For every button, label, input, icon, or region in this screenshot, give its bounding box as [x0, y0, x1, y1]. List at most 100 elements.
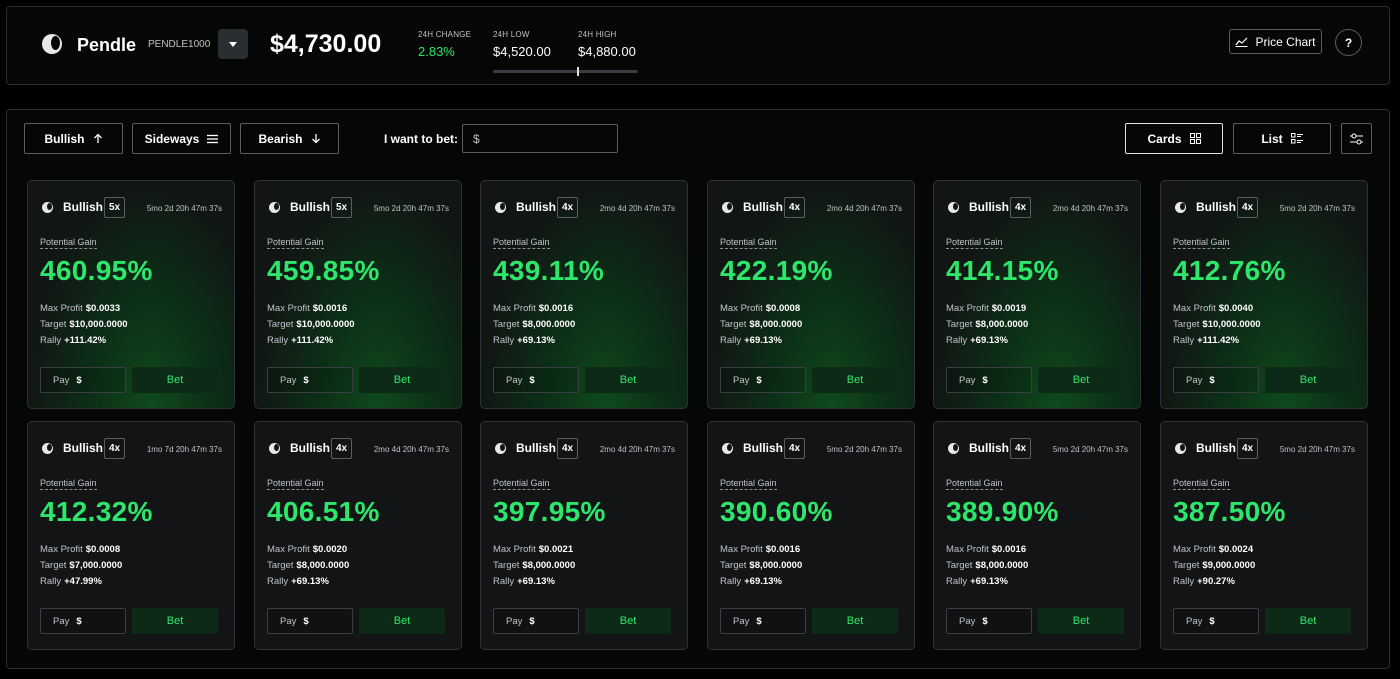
pay-field[interactable]: Pay $: [946, 608, 1035, 634]
pay-input[interactable]: [768, 615, 809, 627]
price-chart-button[interactable]: Price Chart: [1229, 29, 1322, 54]
pay-input[interactable]: [315, 615, 356, 627]
rally-label: Rally: [720, 576, 742, 587]
card-expiry-time: 2mo 4d 20h 47m 37s: [373, 445, 449, 454]
bet-card[interactable]: Bullish 5x 5mo 2d 20h 47m 37s Potential …: [27, 180, 235, 409]
bet-amount-input[interactable]: [483, 131, 604, 146]
pay-input[interactable]: [1221, 615, 1262, 627]
pay-field[interactable]: Pay $: [40, 367, 129, 393]
rally-value: +69.13%: [970, 335, 1008, 346]
card-expiry-time: 5mo 2d 20h 47m 37s: [373, 204, 449, 213]
pay-field[interactable]: Pay $: [1173, 367, 1262, 393]
pendle-logo-icon: [269, 443, 280, 454]
max-profit-label: Max Profit: [493, 303, 536, 314]
potential-gain-value: 412.32%: [40, 496, 153, 527]
help-button[interactable]: ?: [1335, 29, 1362, 56]
bet-button[interactable]: Bet: [1038, 367, 1124, 393]
bet-card[interactable]: Bullish 4x 2mo 4d 20h 47m 37s Potential …: [480, 421, 688, 650]
pay-input[interactable]: [768, 374, 809, 386]
target-label: Target: [720, 560, 747, 571]
pay-field[interactable]: Pay $: [267, 608, 356, 634]
bet-button[interactable]: Bet: [585, 367, 671, 393]
list-view-button[interactable]: List: [1233, 123, 1331, 154]
potential-gain-label: Potential Gain: [1173, 237, 1230, 249]
bearish-filter-label: Bearish: [258, 131, 303, 146]
filter-settings-button[interactable]: [1341, 123, 1372, 154]
pay-input[interactable]: [994, 615, 1035, 627]
token-select-dropdown-button[interactable]: [218, 29, 248, 59]
rally-value: +47.99%: [64, 576, 102, 587]
high-value: $4,880.00: [578, 44, 636, 59]
card-direction: Bullish: [1196, 200, 1237, 214]
bet-card[interactable]: Bullish 4x 2mo 4d 20h 47m 37s Potential …: [707, 180, 915, 409]
bet-button[interactable]: Bet: [1038, 608, 1124, 634]
pay-field[interactable]: Pay $: [267, 367, 356, 393]
pay-input[interactable]: [1221, 374, 1262, 386]
pay-label: Pay: [959, 374, 976, 386]
rally-value: +111.42%: [291, 335, 334, 346]
pay-field[interactable]: Pay $: [720, 608, 809, 634]
card-expiry-time: 5mo 2d 20h 47m 37s: [1279, 445, 1355, 454]
pay-label: Pay: [53, 615, 70, 627]
bet-card[interactable]: Bullish 4x 2mo 4d 20h 47m 37s Potential …: [480, 180, 688, 409]
rally-label: Rally: [493, 576, 515, 587]
potential-gain-label: Potential Gain: [267, 237, 324, 249]
pay-input[interactable]: [315, 374, 356, 386]
bet-card[interactable]: Bullish 4x 1mo 7d 20h 47m 37s Potential …: [27, 421, 235, 650]
pay-currency: $: [303, 615, 309, 627]
pay-currency: $: [1209, 374, 1215, 386]
pay-input[interactable]: [88, 374, 129, 386]
pay-input[interactable]: [541, 374, 582, 386]
card-leverage-badge: 4x: [331, 438, 352, 459]
potential-gain-value: 412.76%: [1173, 255, 1286, 286]
bet-button[interactable]: Bet: [585, 608, 671, 634]
card-direction: Bullish: [743, 441, 784, 455]
target-value: $8,000.0000: [749, 319, 803, 330]
potential-gain-label: Potential Gain: [720, 478, 777, 490]
bet-button[interactable]: Bet: [359, 608, 445, 634]
pendle-logo-icon: [722, 202, 733, 213]
bet-button[interactable]: Bet: [812, 608, 898, 634]
bet-button[interactable]: Bet: [132, 367, 218, 393]
bullish-filter-label: Bullish: [44, 131, 85, 146]
pay-currency: $: [756, 374, 762, 386]
target-value: $10,000.0000: [69, 319, 128, 330]
bet-card[interactable]: Bullish 4x 5mo 2d 20h 47m 37s Potential …: [933, 421, 1141, 650]
max-profit-label: Max Profit: [267, 544, 310, 555]
pay-input[interactable]: [994, 374, 1035, 386]
cards-view-button[interactable]: Cards: [1125, 123, 1223, 154]
max-profit-row: Max Profit $0.0021: [493, 544, 573, 555]
bet-button[interactable]: Bet: [812, 367, 898, 393]
pay-field[interactable]: Pay $: [946, 367, 1035, 393]
bet-button[interactable]: Bet: [1265, 608, 1351, 634]
bet-card[interactable]: Bullish 4x 5mo 2d 20h 47m 37s Potential …: [1160, 180, 1368, 409]
bet-card[interactable]: Bullish 4x 2mo 4d 20h 47m 37s Potential …: [933, 180, 1141, 409]
market-header: Pendle PENDLE1000 $4,730.00 24H CHANGE 2…: [6, 6, 1390, 85]
pay-field[interactable]: Pay $: [493, 367, 582, 393]
bet-amount-label: I want to bet:: [384, 132, 458, 146]
bet-card[interactable]: Bullish 4x 5mo 2d 20h 47m 37s Potential …: [707, 421, 915, 650]
pay-input[interactable]: [88, 615, 129, 627]
card-expiry-time: 5mo 2d 20h 47m 37s: [1279, 204, 1355, 213]
bet-button[interactable]: Bet: [132, 608, 218, 634]
bet-card[interactable]: Bullish 4x 5mo 2d 20h 47m 37s Potential …: [1160, 421, 1368, 650]
bet-amount-field[interactable]: $: [462, 124, 618, 153]
pay-field[interactable]: Pay $: [493, 608, 582, 634]
potential-gain-label: Potential Gain: [720, 237, 777, 249]
pay-field[interactable]: Pay $: [1173, 608, 1262, 634]
bearish-filter-button[interactable]: Bearish: [240, 123, 339, 154]
bet-card[interactable]: Bullish 4x 2mo 4d 20h 47m 37s Potential …: [254, 421, 462, 650]
bet-button[interactable]: Bet: [359, 367, 445, 393]
pendle-logo-icon: [1175, 202, 1186, 213]
pay-field[interactable]: Pay $: [40, 608, 129, 634]
pay-field[interactable]: Pay $: [720, 367, 809, 393]
bet-button[interactable]: Bet: [1265, 367, 1351, 393]
card-direction: Bullish: [1196, 441, 1237, 455]
pay-input[interactable]: [541, 615, 582, 627]
target-label: Target: [267, 319, 294, 330]
bullish-filter-button[interactable]: Bullish: [24, 123, 123, 154]
bet-card[interactable]: Bullish 5x 5mo 2d 20h 47m 37s Potential …: [254, 180, 462, 409]
sideways-filter-button[interactable]: Sideways: [132, 123, 231, 154]
target-value: $8,000.0000: [975, 319, 1029, 330]
target-label: Target: [946, 319, 973, 330]
